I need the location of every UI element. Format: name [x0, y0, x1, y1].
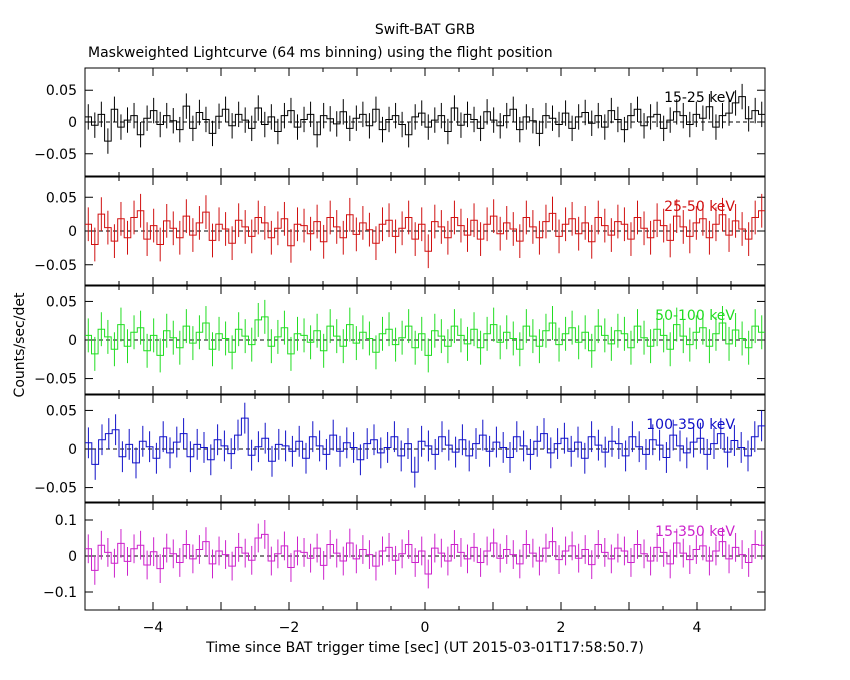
x-tick-label: −2 [279, 620, 300, 636]
y-tick-label: 0 [68, 333, 77, 349]
x-tick-label: −4 [143, 620, 164, 636]
series-line [85, 96, 765, 142]
y-tick-label: 0.05 [46, 294, 77, 310]
y-tick-label: 0.05 [46, 403, 77, 419]
y-tick-label: 0 [68, 115, 77, 131]
band-label: 15-350 keV [655, 524, 735, 540]
y-tick-label: −0.05 [34, 372, 77, 388]
y-tick-label: 0.1 [55, 513, 77, 529]
y-tick-label: 0.05 [46, 83, 77, 99]
band-label: 100-350 keV [646, 417, 735, 433]
y-tick-label: −0.05 [34, 258, 77, 274]
panel-5: −0.1 0 0.1 15-350 keV [43, 501, 766, 611]
panel-3: −0.05 0 0.05 50-100 keV [34, 285, 766, 395]
y-tick-label: −0.05 [34, 481, 77, 497]
x-tick-label: 0 [421, 620, 430, 636]
band-label: 15-25 keV [664, 90, 735, 106]
band-label: 50-100 keV [655, 308, 735, 324]
y-tick-label: 0 [68, 442, 77, 458]
series-line [85, 316, 765, 356]
panel-4: −0.05 0 0.05 100-350 keV [34, 394, 766, 504]
y-axis-label: Counts/sec/det [12, 292, 28, 398]
x-tick-label: 4 [693, 620, 702, 636]
y-tick-label: 0 [68, 549, 77, 565]
panel-2: −0.05 0 0.05 25-50 keV [34, 176, 766, 286]
y-tick-label: 0.05 [46, 190, 77, 206]
x-axis-label: Time since BAT trigger time [sec] (UT 20… [206, 640, 644, 656]
x-tick-label: 2 [557, 620, 566, 636]
panel-1: −0.05 0 0.05 15-25 keV [34, 67, 766, 177]
y-tick-label: 0 [68, 224, 77, 240]
series-line [85, 533, 765, 575]
chart-subtitle: Maskweighted Lightcurve (64 ms binning) … [88, 45, 553, 61]
series-line [85, 210, 765, 252]
band-label: 25-50 keV [664, 199, 735, 215]
series-line [85, 417, 765, 473]
y-tick-label: −0.1 [43, 585, 77, 601]
y-tick-label: −0.05 [34, 147, 77, 163]
page-title: Swift-BAT GRB [374, 22, 476, 38]
